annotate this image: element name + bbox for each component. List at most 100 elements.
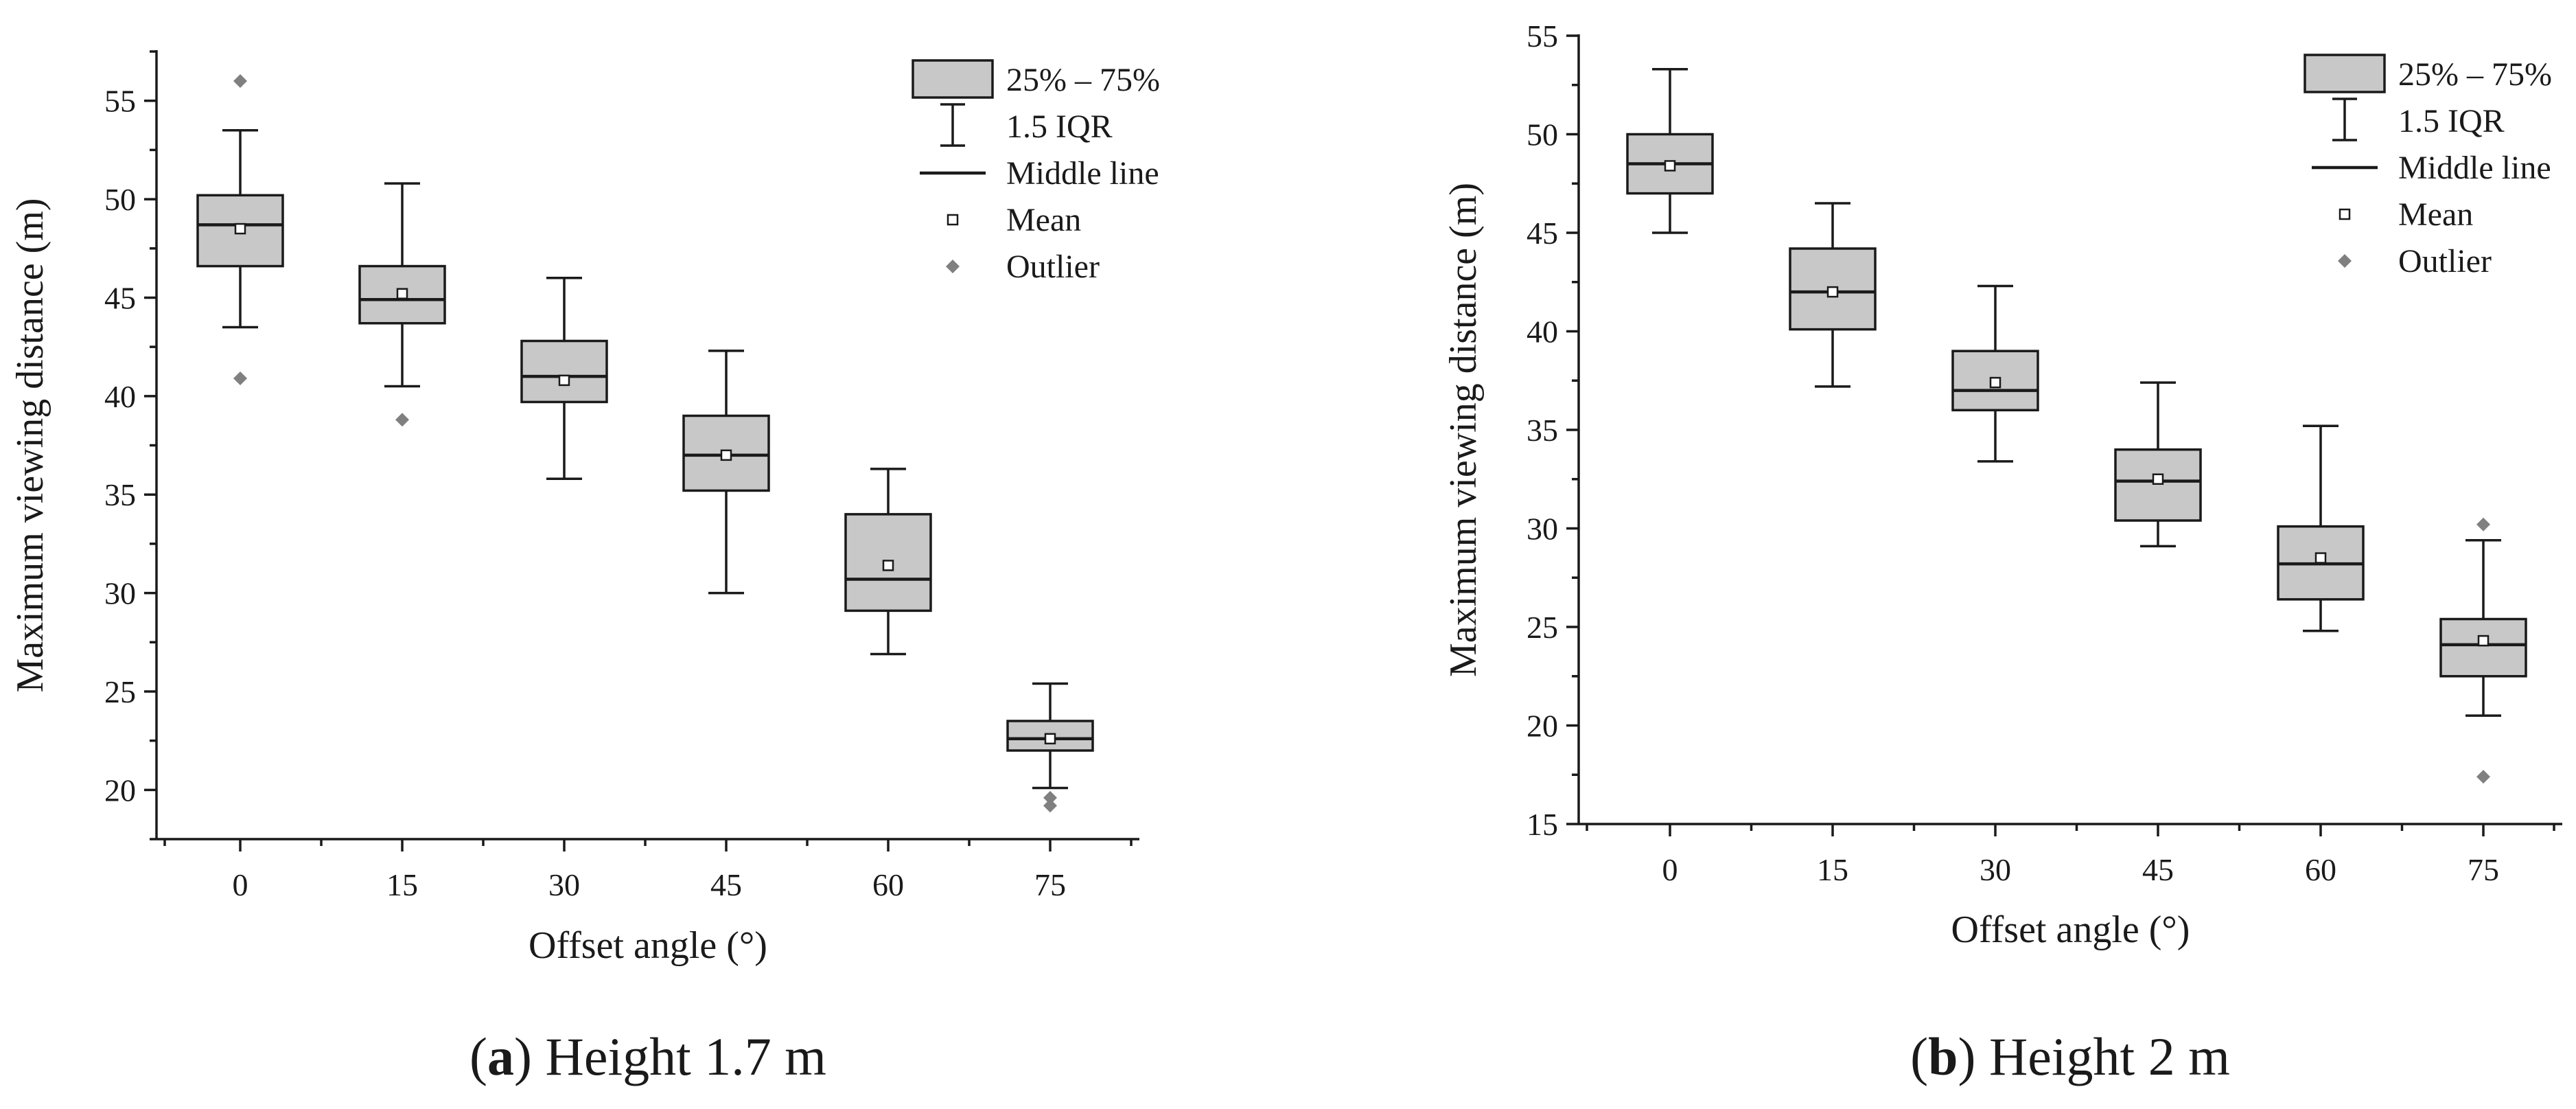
y-tick-label: 30 [104,576,136,611]
box-group [520,277,608,480]
y-tick-label: 25 [1527,610,1558,645]
y-tick-label: 25 [104,674,136,709]
y-tick-label: 50 [104,182,136,217]
mean-marker [1826,286,1839,298]
legend-label: Outlier [2398,243,2492,279]
y-tick-label: 35 [104,477,136,512]
y-tick-label: 20 [104,773,136,808]
panel-caption: (b) Height 2 m [1910,1027,2230,1086]
y-tick-label: 20 [1527,709,1558,744]
x-tick-label: 15 [386,867,418,902]
mean-marker [1989,376,2001,389]
legend-box-swatch [912,59,994,99]
y-axis-title: Maximum viewing distance (m) [1442,183,1485,677]
chart-panel-a: 20 25 30 35 40 45 50 55 0 15 30 45 60 75 Offset angle … [9,50,1160,1086]
legend-mean-swatch [2339,208,2351,220]
iqr-box [2439,617,2527,678]
mean-marker [234,222,246,235]
x-tick-label: 15 [1817,852,1848,887]
box-group [1626,68,1714,234]
y-tick-label: 45 [104,280,136,315]
legend-outlier-swatch [2338,254,2352,268]
legend: 25% – 75% 1.5 IQR Middle line Mean Outlier [912,59,1160,285]
y-tick-label: 35 [1527,413,1558,448]
caption-paren-open: ( [469,1027,487,1086]
x-tick-label: 60 [2305,852,2336,887]
outlier-marker [395,413,409,427]
caption-letter: b [1928,1027,1958,1086]
y-tick-label: 40 [104,379,136,414]
x-tick-label: 75 [1034,867,1066,902]
legend-label: Mean [1006,202,1081,238]
outlier-marker [1043,790,1057,805]
box-group [358,182,446,427]
legend: 25% – 75% 1.5 IQR Middle line Mean Outlier [2304,54,2552,279]
mean-marker [1044,733,1056,745]
caption-letter: a [487,1027,514,1086]
y-axis-title: Maximum viewing distance (m) [9,198,51,692]
box-group [196,74,284,386]
box-group [1951,284,2039,463]
x-tick-label: 30 [1980,852,2011,887]
x-axis-title: Offset angle (°) [529,924,767,967]
box-group [1006,682,1094,813]
iqr-box [1951,350,2039,412]
panel-caption: (a) Height 1.7 m [469,1027,826,1086]
caption-paren-close: ) [1958,1027,1988,1086]
box-group [2114,381,2202,548]
legend-label: Middle line [1006,155,1159,192]
caption-title: Height 2 m [1989,1027,2230,1086]
outlier-marker [2476,517,2490,531]
x-tick-label: 0 [233,867,248,902]
mean-marker [558,374,570,387]
legend-outlier-swatch [946,260,960,273]
x-tick-label: 45 [2142,852,2174,887]
iqr-box [2114,448,2202,522]
mean-marker [2477,634,2490,647]
mean-marker [720,449,732,461]
mean-marker [1664,160,1676,172]
y-tick-label: 30 [1527,512,1558,547]
x-tick-label: 0 [1662,852,1678,887]
box-group [2439,517,2527,784]
outlier-marker [2476,770,2490,784]
legend-label: 1.5 IQR [2398,103,2505,139]
x-tick-label: 75 [2468,852,2499,887]
box-group [2277,424,2365,632]
x-axis-title: Offset angle (°) [1951,908,2190,951]
y-tick-label: 55 [104,84,136,119]
y-tick-label: 55 [1527,19,1558,54]
iqr-box [520,339,608,404]
x-tick-label: 45 [710,867,742,902]
chart-panel-b: 15 20 25 30 35 40 45 50 55 0 15 30 45 60 75 Offset angl… [1442,19,2562,1086]
y-tick-label: 45 [1527,216,1558,251]
mean-marker [882,560,894,571]
outlier-marker [1043,799,1057,813]
legend-box-swatch [2304,54,2386,93]
legend-label: 25% – 75% [2398,56,2552,93]
legend-label: 25% – 75% [1006,62,1160,98]
legend-label: Mean [2398,196,2473,233]
legend-label: 1.5 IQR [1006,108,1113,145]
x-tick-label: 60 [872,867,904,902]
outlier-marker [233,371,247,386]
mean-marker [396,288,408,299]
y-tick-label: 50 [1527,117,1558,152]
legend-label: Middle line [2398,150,2551,186]
y-tick-label: 15 [1527,807,1558,842]
y-tick-label: 40 [1527,315,1558,350]
caption-title: Height 1.7 m [546,1027,826,1086]
caption-paren-open: ( [1910,1027,1928,1086]
legend-mean-swatch [947,214,959,226]
box-group [1789,202,1877,388]
box-group [844,468,932,656]
mean-marker [2314,552,2327,564]
caption-paren-close: ) [514,1027,545,1086]
mean-marker [2152,473,2164,485]
outlier-marker [233,74,247,89]
box-group [682,350,770,595]
legend-label: Outlier [1006,249,1100,285]
iqr-box [844,513,932,613]
x-tick-label: 30 [548,867,580,902]
